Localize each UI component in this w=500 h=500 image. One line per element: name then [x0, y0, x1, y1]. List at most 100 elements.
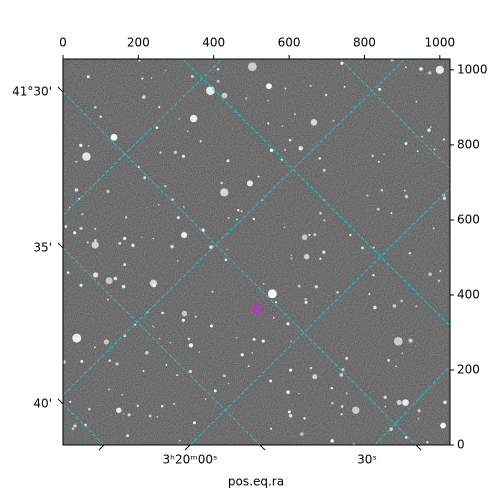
star	[206, 86, 215, 96]
star	[94, 346, 96, 349]
star	[118, 241, 122, 245]
star	[323, 219, 326, 222]
star	[187, 337, 191, 341]
star	[372, 274, 375, 277]
star	[408, 338, 413, 343]
star	[160, 405, 164, 408]
dec-tick-label: 40'	[33, 397, 52, 411]
star	[188, 369, 193, 374]
star	[440, 422, 446, 429]
star	[164, 69, 167, 72]
star	[189, 114, 198, 123]
star	[221, 92, 228, 99]
star	[204, 398, 207, 400]
star	[106, 298, 109, 301]
star	[366, 194, 369, 197]
star	[69, 400, 72, 403]
star	[86, 241, 89, 244]
star	[290, 254, 292, 256]
star	[236, 218, 238, 221]
x-tick-label: 200	[127, 36, 150, 50]
star	[304, 298, 307, 301]
star	[290, 340, 292, 342]
star	[94, 227, 97, 230]
star	[190, 74, 194, 78]
star	[251, 352, 254, 354]
star	[181, 154, 185, 158]
star	[81, 213, 84, 216]
grid-line	[189, 187, 450, 445]
star	[393, 336, 403, 346]
star	[72, 333, 82, 343]
star	[286, 322, 290, 326]
star	[390, 212, 393, 215]
star	[211, 290, 214, 293]
star	[86, 75, 90, 79]
star	[141, 77, 144, 80]
grid-line	[374, 365, 450, 445]
star	[383, 395, 387, 399]
y-tick-label: 1000	[457, 62, 488, 76]
star	[404, 194, 409, 199]
star	[137, 165, 140, 168]
star	[318, 157, 322, 160]
star	[319, 257, 322, 260]
star	[209, 245, 213, 249]
star	[281, 125, 284, 127]
star	[142, 95, 146, 99]
star	[270, 427, 273, 430]
star	[157, 204, 160, 206]
star	[222, 374, 226, 378]
star	[417, 409, 421, 413]
star	[416, 150, 419, 152]
star	[226, 248, 228, 250]
star	[325, 93, 328, 97]
star	[158, 337, 161, 340]
ra-tick-label: 3ʰ20ᵐ00ˢ	[163, 453, 218, 467]
star	[216, 79, 220, 83]
star	[437, 279, 441, 282]
star	[178, 118, 180, 120]
star	[124, 216, 128, 219]
star	[71, 427, 75, 430]
grid-line	[182, 59, 450, 327]
x-tick-label: 600	[278, 36, 301, 50]
star	[288, 414, 293, 418]
star	[417, 417, 420, 420]
star	[340, 413, 343, 416]
star	[341, 368, 345, 372]
star	[301, 234, 308, 241]
star	[283, 226, 286, 228]
star	[442, 196, 446, 200]
star	[63, 360, 66, 364]
star	[141, 236, 143, 238]
star	[298, 146, 303, 151]
star	[309, 84, 312, 87]
star	[161, 311, 164, 315]
star	[75, 160, 78, 163]
star	[284, 87, 287, 90]
star	[80, 359, 84, 363]
star	[116, 407, 122, 414]
star	[361, 246, 364, 250]
star	[266, 83, 272, 90]
star	[165, 364, 168, 366]
star	[181, 318, 185, 322]
star	[402, 399, 409, 406]
ra-tick-label: 30ˢ	[357, 453, 377, 467]
star	[390, 59, 394, 62]
star	[192, 421, 196, 425]
star	[392, 304, 397, 308]
star	[148, 414, 152, 418]
star	[127, 413, 131, 417]
star	[426, 441, 429, 444]
star	[267, 99, 269, 102]
star	[396, 400, 402, 405]
star	[395, 365, 397, 367]
star	[349, 233, 352, 237]
star	[235, 336, 238, 339]
star	[419, 67, 423, 71]
star	[240, 353, 244, 357]
star	[74, 188, 79, 192]
star	[408, 252, 412, 255]
